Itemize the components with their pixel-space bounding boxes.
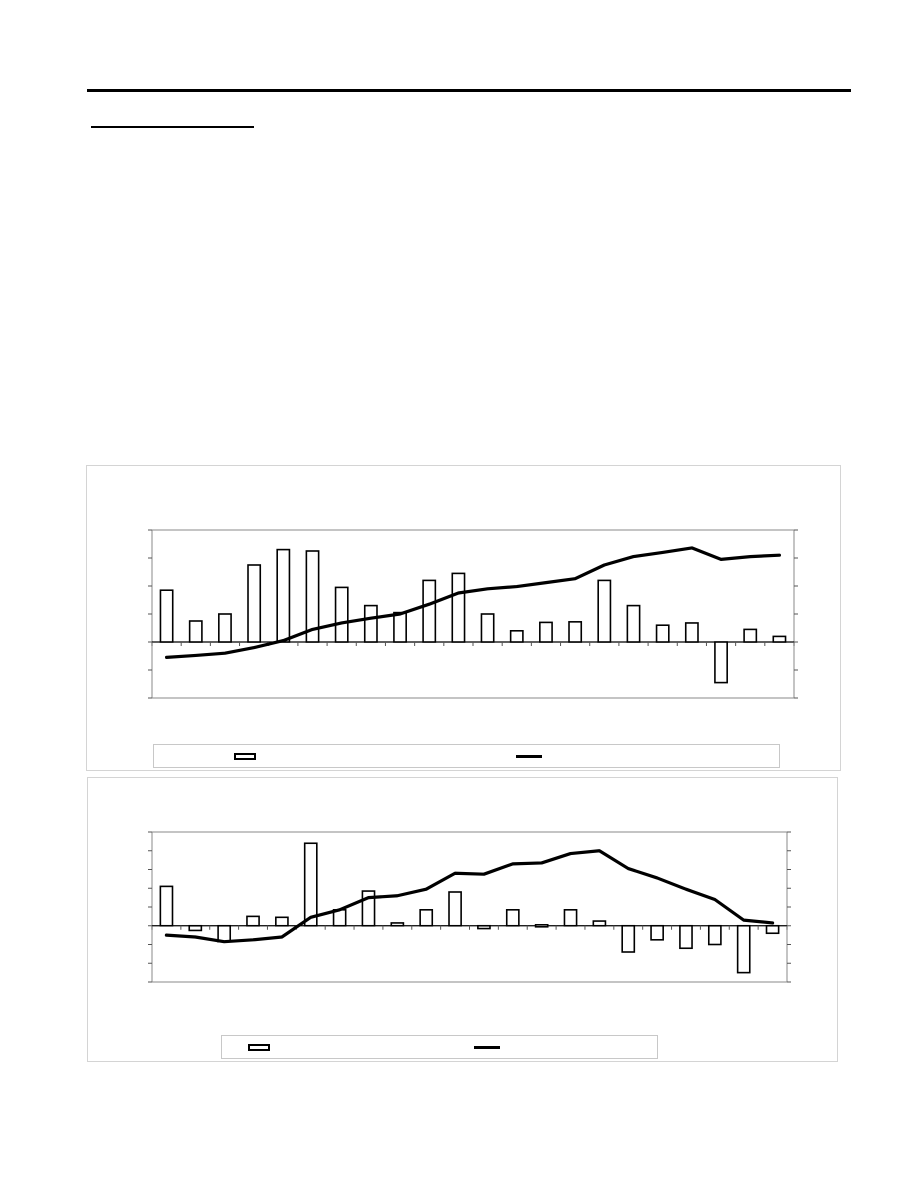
chart-panel-1: [86, 465, 841, 771]
chart-bar: [334, 586, 349, 643]
chart-bar: [707, 924, 722, 946]
chart-bar: [422, 579, 437, 643]
chart-bar: [303, 842, 318, 927]
chart-bar: [534, 924, 549, 928]
chart-bar: [592, 920, 607, 927]
chart-line-series: [164, 546, 782, 659]
chart-bar: [217, 924, 232, 943]
chart-1-legend: [153, 744, 780, 768]
chart-bar: [509, 630, 524, 643]
chart-bar: [451, 572, 466, 643]
section-heading-underline: [91, 126, 254, 128]
chart-bar: [363, 604, 378, 643]
chart-bar: [736, 924, 751, 974]
chart-1-svg: [148, 529, 798, 699]
chart-bar: [448, 891, 462, 927]
chart-bar: [743, 628, 758, 643]
chart-bar: [276, 548, 291, 643]
chart-bar: [684, 622, 699, 643]
chart-bar: [218, 613, 232, 643]
chart-bar: [626, 604, 641, 643]
chart-2-legend: [221, 1035, 658, 1059]
chart-bar: [563, 909, 578, 927]
legend-line-swatch: [474, 1046, 500, 1049]
chart-bar: [505, 909, 520, 927]
chart-bar: [765, 924, 780, 935]
chart-bar: [621, 924, 636, 953]
chart-bar: [477, 924, 491, 930]
plot-area-frame: [151, 831, 788, 983]
chart-bar: [159, 589, 174, 643]
chart-bar: [305, 550, 320, 643]
chart-bar: [247, 564, 262, 643]
chart-bar: [597, 579, 612, 643]
chart-bar: [188, 924, 203, 932]
chart-bar: [390, 922, 405, 927]
chart-line-series: [164, 849, 775, 944]
chart-bar: [188, 620, 203, 643]
chart-bar: [568, 621, 583, 643]
legend-bar-swatch: [234, 753, 256, 760]
chart-2-svg: [148, 831, 791, 983]
chart-bar: [393, 611, 407, 643]
chart-bar: [159, 885, 174, 927]
chart-bar: [679, 924, 693, 950]
chart-bar: [655, 624, 670, 643]
chart-bar: [772, 635, 787, 643]
chart-panel-2: [87, 777, 838, 1062]
page-top-rule: [87, 89, 851, 92]
chart-bar: [480, 613, 495, 643]
legend-bar-swatch: [248, 1044, 270, 1051]
chart-bar: [246, 915, 260, 927]
chart-bar: [714, 641, 728, 684]
chart-bar: [539, 621, 553, 643]
legend-line-swatch: [516, 755, 542, 758]
chart-bar: [419, 909, 434, 927]
chart-bar: [650, 924, 664, 941]
chart-bar: [275, 916, 289, 927]
